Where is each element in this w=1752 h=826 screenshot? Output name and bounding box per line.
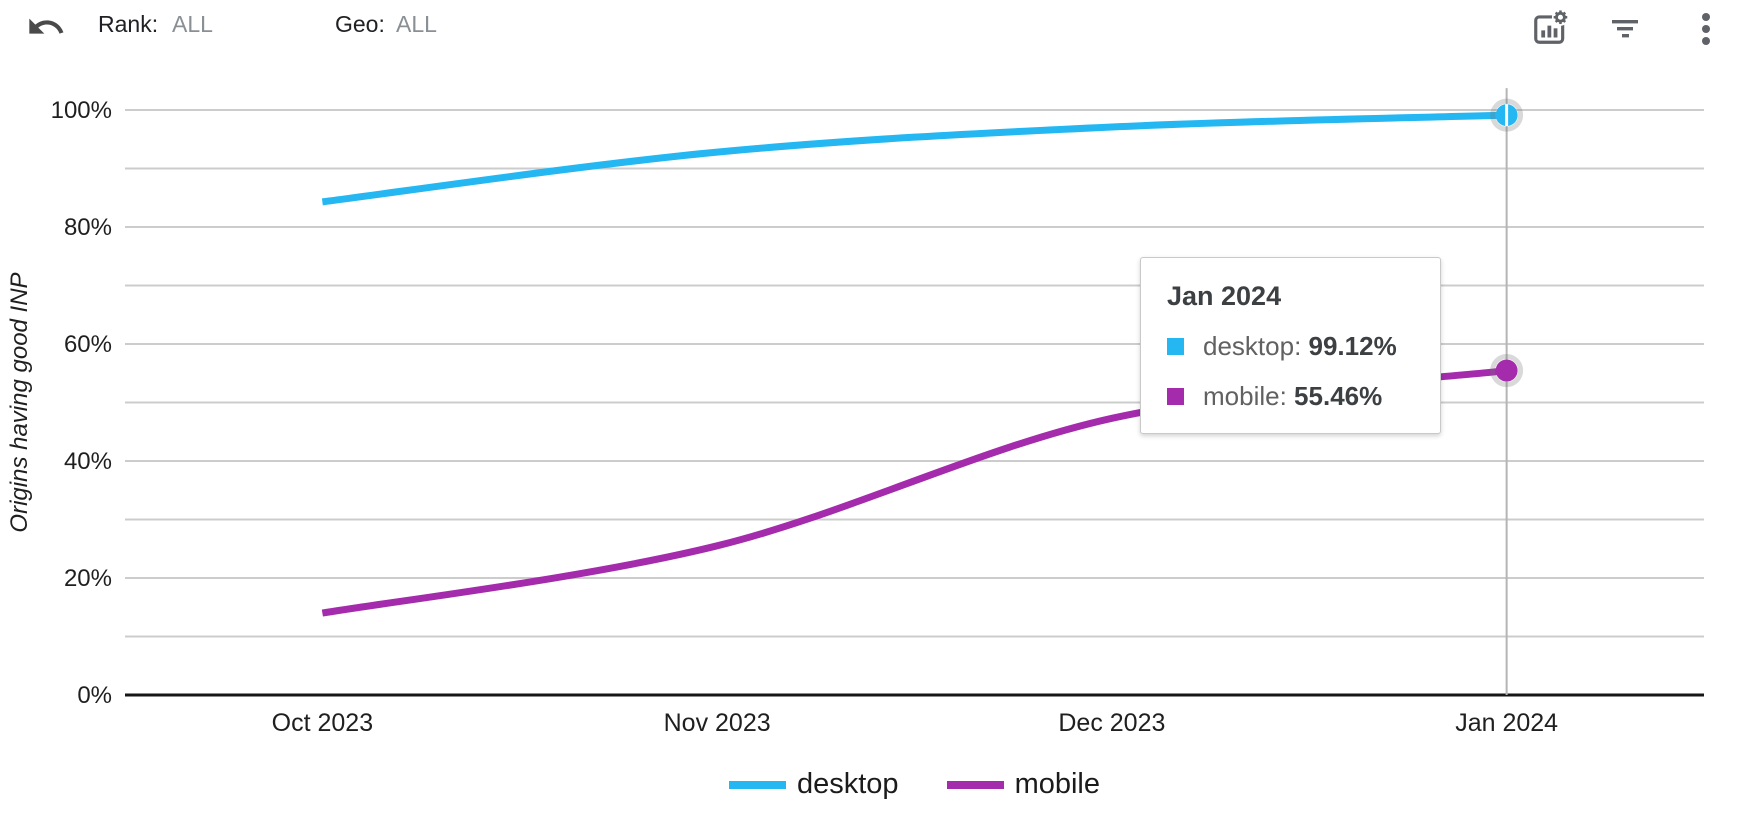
- y-axis-title: Origins having good INP: [6, 272, 33, 532]
- mobile-dot-halo: [1490, 354, 1524, 388]
- chart-tooltip: Jan 2024 desktop: 99.12% mobile: 55.46%: [1140, 257, 1441, 434]
- rank-filter-value[interactable]: ALL: [172, 11, 213, 37]
- y-tick-label: 20%: [64, 565, 112, 592]
- legend-item-mobile: mobile: [946, 768, 1100, 801]
- desktop-legend-swatch: [728, 780, 786, 789]
- y-tick-label: 100%: [51, 97, 112, 124]
- x-tick-label: Dec 2023: [1058, 709, 1165, 737]
- desktop-legend-label: desktop: [796, 768, 899, 800]
- desktop-dot-halo: [1490, 98, 1524, 132]
- legend-item-desktop: desktop: [728, 768, 899, 801]
- tooltip-row-mobile: mobile: 55.46%: [1167, 381, 1416, 412]
- tooltip-title: Jan 2024: [1167, 281, 1282, 311]
- mobile-legend-label: mobile: [1014, 768, 1100, 800]
- filter-icon: [1612, 20, 1638, 38]
- mobile-legend-swatch: [946, 780, 1004, 789]
- tooltip-row-desktop: desktop: 99.12%: [1167, 331, 1416, 362]
- undo-arrow-icon: [29, 18, 64, 34]
- y-tick-label: 80%: [64, 214, 112, 241]
- tooltip-value: 55.46%: [1294, 381, 1383, 411]
- geo-filter-value[interactable]: ALL: [396, 11, 437, 37]
- x-tick-label: Nov 2023: [664, 709, 771, 737]
- y-tick-label: 60%: [64, 331, 112, 358]
- x-tick-label: Oct 2023: [272, 709, 373, 737]
- undo-button[interactable]: [26, 7, 66, 47]
- rank-filter-label: Rank:: [98, 11, 159, 37]
- desktop-swatch: [1167, 338, 1184, 355]
- tooltip-label: desktop:: [1203, 331, 1309, 361]
- geo-filter-label: Geo:: [335, 11, 385, 37]
- tooltip-value: 99.12%: [1308, 331, 1397, 361]
- y-tick-label: 0%: [77, 682, 112, 709]
- chart-legend: desktop mobile: [125, 768, 1704, 801]
- mobile-swatch: [1167, 388, 1184, 405]
- chart-settings-button[interactable]: [1531, 8, 1569, 47]
- mobile-endpoint-dot: [1495, 359, 1518, 382]
- filter-button[interactable]: [1608, 11, 1642, 45]
- y-tick-label: 40%: [64, 448, 112, 475]
- x-tick-label: Jan 2024: [1455, 709, 1558, 737]
- menu-button[interactable]: [1694, 11, 1718, 47]
- chart-settings-icon: [1534, 8, 1569, 44]
- tooltip-label: mobile:: [1203, 381, 1295, 411]
- desktop-line: [321, 111, 1507, 206]
- kebab-menu-icon: [1702, 13, 1710, 45]
